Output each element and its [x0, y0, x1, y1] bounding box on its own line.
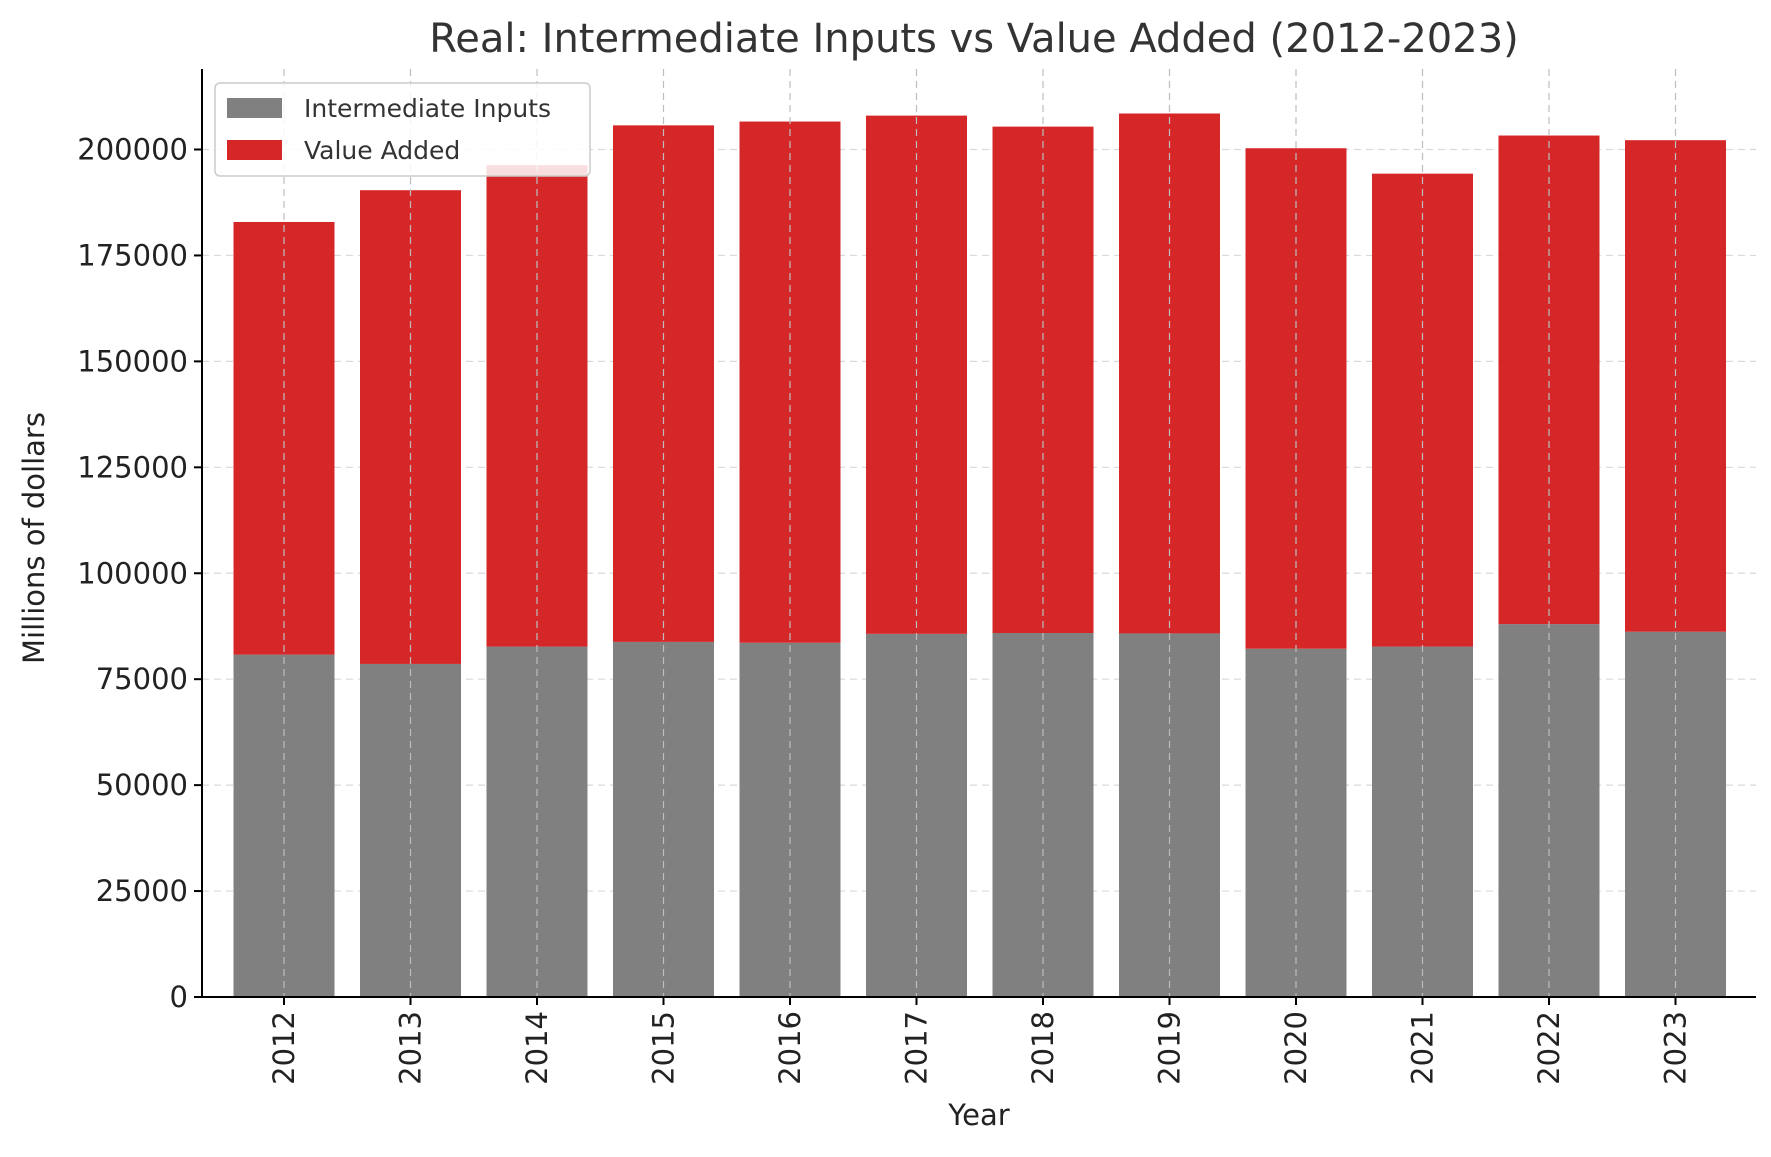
x-tick-label: 2022	[1532, 1011, 1566, 1085]
x-tick-label: 2018	[1026, 1011, 1060, 1085]
legend-frame	[214, 82, 591, 177]
x-tick-label: 2013	[394, 1011, 428, 1085]
legend-swatch-value-added	[227, 140, 282, 160]
y-axis-label: Millions of dollars	[17, 412, 51, 664]
bar-intermediate-inputs-2022	[1498, 624, 1600, 997]
bar-value-added-2018	[992, 126, 1094, 634]
chart-title: Real: Intermediate Inputs vs Value Added…	[429, 16, 1519, 62]
y-tick-label: 50000	[96, 768, 188, 802]
x-tick-label: 2017	[900, 1011, 934, 1085]
y-tick-label: 100000	[77, 556, 188, 590]
legend-label-intermediate-inputs: Intermediate Inputs	[304, 94, 551, 123]
axes	[194, 69, 1756, 1005]
bars	[233, 113, 1726, 997]
x-tick-label: 2016	[773, 1011, 807, 1085]
bar-intermediate-inputs-2020	[1245, 648, 1347, 997]
y-tick-label: 125000	[77, 450, 188, 484]
y-tick-label: 150000	[77, 344, 188, 378]
y-tick-label: 0	[170, 980, 188, 1014]
x-tick-label: 2012	[267, 1011, 301, 1085]
legend-label-value-added: Value Added	[304, 136, 460, 165]
legend-swatch-intermediate-inputs	[227, 98, 282, 118]
y-tick-label: 75000	[96, 662, 188, 696]
x-tick-label: 2021	[1406, 1011, 1440, 1085]
tick-labels: 0 25000 50000 75000 100000 125000 150000 175000…	[77, 133, 1692, 1085]
x-axis-label: Year	[947, 1098, 1009, 1132]
x-tick-label: 2023	[1659, 1011, 1693, 1085]
x-tick-label: 2015	[647, 1011, 681, 1085]
legend: Intermediate Inputs Value Added	[214, 82, 591, 177]
x-tick-label: 2014	[520, 1011, 554, 1085]
y-tick-label: 175000	[77, 238, 188, 272]
bar-value-added-2013	[360, 190, 461, 664]
x-tick-label: 2020	[1279, 1011, 1313, 1085]
y-tick-label: 200000	[77, 133, 188, 167]
bar-value-added-2012	[233, 221, 335, 655]
x-tick-label: 2019	[1153, 1011, 1187, 1085]
y-tick-label: 25000	[96, 874, 188, 908]
